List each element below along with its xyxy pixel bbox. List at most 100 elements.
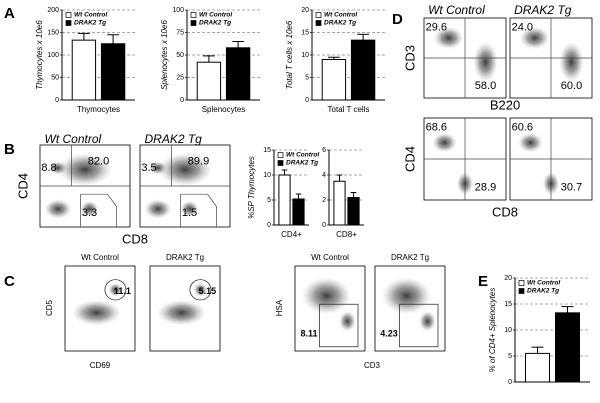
legend-swatch bbox=[65, 20, 72, 26]
bar bbox=[321, 59, 347, 101]
density bbox=[144, 199, 172, 219]
x-tick-label: CD4+ bbox=[281, 230, 302, 239]
density bbox=[419, 311, 436, 332]
legend-label: DRAK2 Tg bbox=[199, 20, 231, 27]
gate-value: 1.5 bbox=[182, 207, 197, 219]
y-tick-label: 15 bbox=[263, 147, 271, 154]
x-tick-label: Thymocytes bbox=[77, 105, 120, 114]
legend-swatch bbox=[277, 152, 284, 158]
y-tick-label: 6 bbox=[322, 147, 326, 154]
x-axis-label: CD8 bbox=[122, 231, 148, 246]
bar bbox=[196, 61, 222, 101]
gate-value: 8.8 bbox=[41, 162, 56, 174]
y-tick-label: 2 bbox=[322, 197, 326, 204]
legend-swatch bbox=[190, 12, 197, 18]
x-axis-label: CD3 bbox=[364, 361, 381, 370]
x-axis-label: B220 bbox=[490, 97, 520, 112]
plot-title: DRAK2 Tg bbox=[514, 3, 572, 17]
gate-value: 3.3 bbox=[82, 207, 97, 219]
density bbox=[80, 200, 99, 218]
panel-letter: C bbox=[4, 273, 15, 290]
panel-letter: E bbox=[478, 273, 488, 290]
y-axis-label: CD5 bbox=[45, 299, 54, 316]
panel-letter: A bbox=[4, 5, 15, 22]
y-tick-label: 20 bbox=[504, 275, 512, 282]
x-axis-label: CD8 bbox=[492, 204, 518, 219]
density bbox=[432, 132, 457, 153]
plot-title: Wt Control bbox=[428, 3, 485, 17]
bar bbox=[333, 180, 346, 226]
y-tick-label: 100 bbox=[172, 7, 184, 14]
y-axis-label: Thymocytes x 10e6 bbox=[35, 20, 44, 90]
y-axis-label: %SP Thymocytes bbox=[247, 156, 256, 219]
bar bbox=[525, 352, 550, 383]
gate-value: 4.23 bbox=[380, 328, 398, 338]
y-axis-label: Total T cells x 10e6 bbox=[285, 20, 294, 89]
gate-value: 5.15 bbox=[199, 286, 217, 296]
gate-value: 28.9 bbox=[475, 182, 496, 194]
legend-label: DRAK2 Tg bbox=[324, 20, 356, 27]
gate-value: 29.6 bbox=[426, 22, 447, 34]
y-tick-label: 0 bbox=[305, 97, 309, 104]
legend-label: DRAK2 Tg bbox=[527, 288, 559, 295]
y-tick-label: 25 bbox=[176, 74, 184, 81]
plot-title: Wt Control bbox=[311, 253, 349, 262]
y-tick-label: 75 bbox=[176, 29, 184, 36]
legend-label: DRAK2 Tg bbox=[74, 20, 106, 27]
legend-swatch bbox=[65, 12, 72, 18]
gate bbox=[189, 279, 212, 301]
legend-swatch bbox=[518, 280, 525, 286]
y-axis-label: % of CD4+ Splenocytes bbox=[488, 288, 497, 373]
y-tick-label: 150 bbox=[47, 29, 59, 36]
gate bbox=[399, 303, 439, 348]
panel-letter: B bbox=[4, 141, 15, 158]
density bbox=[433, 26, 464, 50]
y-tick-label: 10 bbox=[504, 327, 512, 334]
y-tick-label: 0 bbox=[180, 97, 184, 104]
density bbox=[302, 277, 351, 315]
y-tick-label: 5 bbox=[305, 74, 309, 81]
gate-value: 30.7 bbox=[561, 182, 582, 194]
gate-value: 60.0 bbox=[561, 80, 582, 92]
density bbox=[519, 26, 550, 50]
gate-value: 60.6 bbox=[512, 122, 533, 134]
panel-letter: D bbox=[392, 11, 403, 28]
x-tick-label: Total T cells bbox=[328, 105, 370, 114]
x-tick-label: Splenocytes bbox=[202, 105, 246, 114]
y-axis-label: CD4 bbox=[402, 146, 417, 172]
gate-value: 68.6 bbox=[426, 122, 447, 134]
y-tick-label: 0 bbox=[508, 379, 512, 386]
x-axis-label: CD69 bbox=[90, 361, 111, 370]
bar bbox=[350, 39, 376, 101]
gate-value: 11.1 bbox=[114, 286, 131, 296]
y-tick-label: 4 bbox=[322, 172, 326, 179]
legend-label: DRAK2 Tg bbox=[286, 160, 318, 167]
legend-swatch bbox=[315, 12, 322, 18]
gate-value: 3.5 bbox=[141, 162, 156, 174]
gate-line bbox=[207, 193, 217, 207]
bar bbox=[555, 312, 580, 383]
y-axis-label: CD4 bbox=[15, 173, 30, 199]
y-tick-label: 15 bbox=[504, 301, 512, 308]
legend-swatch bbox=[315, 20, 322, 26]
legend-label: Wt Control bbox=[527, 280, 560, 287]
density bbox=[339, 311, 356, 332]
y-tick-label: 15 bbox=[301, 29, 309, 36]
gate bbox=[104, 279, 127, 301]
bar bbox=[278, 174, 291, 226]
y-tick-label: 0 bbox=[322, 222, 326, 229]
plot-title: Wt Control bbox=[45, 132, 102, 146]
bar bbox=[347, 197, 360, 226]
density bbox=[382, 277, 431, 315]
gate-line bbox=[107, 193, 117, 207]
density bbox=[44, 199, 72, 219]
y-axis-label: HSA bbox=[275, 299, 284, 316]
density bbox=[72, 300, 121, 326]
y-axis-label: Splenocytes x 10e6 bbox=[160, 20, 169, 90]
y-tick-label: 50 bbox=[176, 52, 184, 59]
legend-label: Wt Control bbox=[286, 152, 319, 159]
y-tick-label: 20 bbox=[301, 7, 309, 14]
y-tick-label: 10 bbox=[301, 52, 309, 59]
density bbox=[108, 283, 123, 297]
